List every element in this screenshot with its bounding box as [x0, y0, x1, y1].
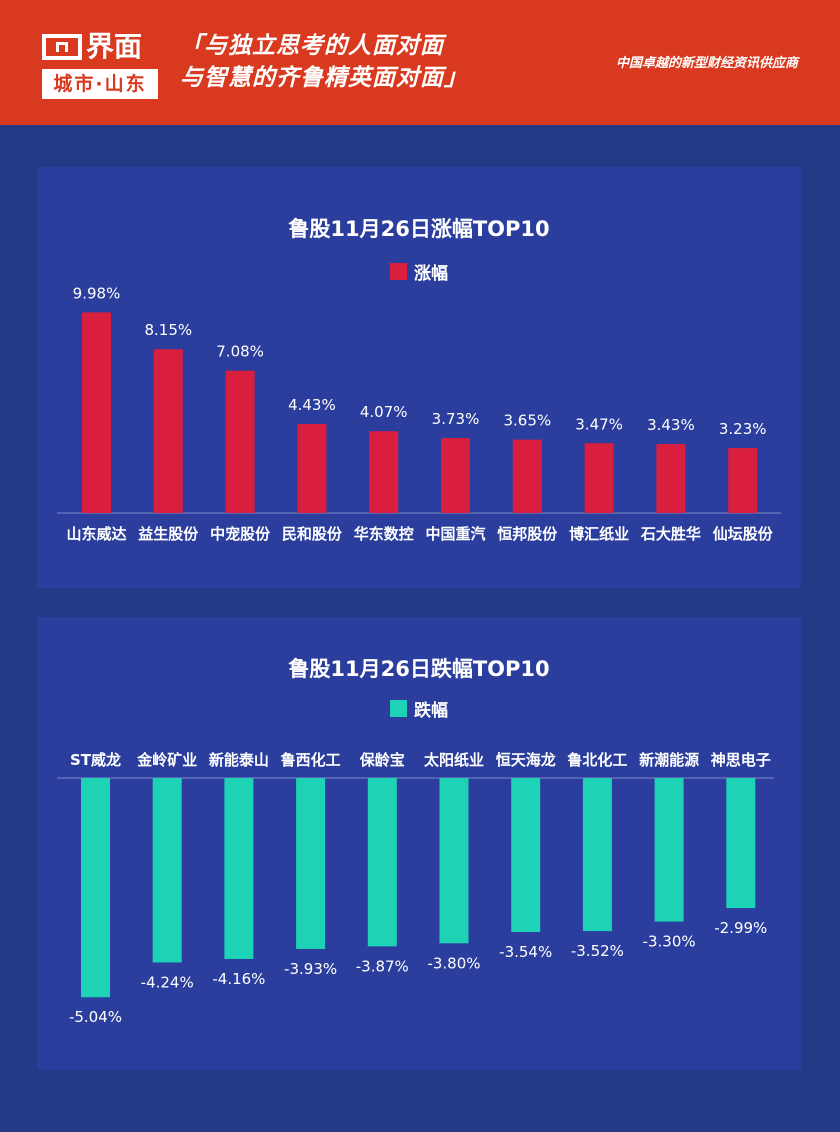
fall-value-label: -3.54% — [499, 943, 552, 961]
fall-chart-svg: -5.04% ST威龙 -4.24% 金岭矿业 -4.16% 新能泰山 -3.93% 鲁西化工… — [57, 751, 774, 1026]
fall-category-label: 鲁西化工 — [281, 751, 341, 769]
rise-value-label: 3.43% — [647, 416, 695, 434]
logo-mark-icon — [42, 34, 82, 60]
tagline: 中国卓越的新型财经资讯供应商 — [615, 56, 798, 71]
fall-value-label: -2.99% — [714, 919, 767, 937]
rise-bar — [369, 431, 399, 513]
fall-value-label: -5.04% — [69, 1008, 122, 1026]
fall-category-label: 太阳纸业 — [424, 751, 484, 769]
logo-text: 界面 — [86, 30, 143, 63]
rise-legend-swatch — [390, 263, 407, 280]
fall-category-label: 鲁北化工 — [567, 751, 627, 769]
fall-bar — [224, 778, 254, 959]
slogan-line-1: 「与独立思考的人面对面 — [180, 33, 444, 59]
rise-chart-svg: 9.98% 山东威达 8.15% 益生股份 7.08% 中宠股份 4.43% 民和股份 4.07… — [57, 284, 781, 543]
slogan-line-2: 与智慧的齐鲁精英面对面」 — [180, 65, 468, 91]
fall-bar — [152, 778, 182, 963]
rise-value-label: 3.65% — [503, 412, 551, 430]
rise-bar — [297, 423, 327, 513]
fall-chart-legend: 跌幅 — [37, 696, 801, 721]
rise-bar — [512, 439, 542, 513]
rise-value-label: 8.15% — [144, 321, 192, 339]
rise-category-label: 恒邦股份 — [497, 525, 558, 543]
header-banner: 界面 城市·山东 「与独立思考的人面对面 与智慧的齐鲁精英面对面」 中国卓越的新… — [0, 0, 840, 125]
rise-category-label: 华东数控 — [354, 525, 414, 543]
rise-bar — [225, 370, 255, 513]
fall-category-label: ST威龙 — [70, 751, 121, 769]
rise-value-label: 3.73% — [432, 410, 480, 428]
rise-category-label: 民和股份 — [282, 525, 343, 543]
rise-chart-legend: 涨幅 — [37, 259, 801, 284]
fall-category-label: 新能泰山 — [209, 751, 269, 769]
rise-value-label: 4.43% — [288, 396, 336, 414]
rise-value-label: 3.23% — [719, 420, 767, 438]
rise-bar — [153, 349, 183, 513]
rise-category-label: 中宠股份 — [210, 525, 271, 543]
fall-value-label: -3.80% — [427, 954, 480, 972]
fall-bar — [296, 778, 326, 949]
fall-category-label: 金岭矿业 — [136, 751, 197, 769]
logo: 界面 城市·山东 — [42, 28, 160, 102]
rise-value-label: 9.98% — [73, 284, 121, 302]
rise-category-label: 益生股份 — [138, 525, 199, 543]
fall-category-label: 保龄宝 — [359, 751, 405, 769]
rise-value-label: 3.47% — [575, 415, 623, 433]
fall-value-label: -3.30% — [643, 933, 696, 951]
rise-category-label: 山东威达 — [66, 525, 126, 543]
fall-category-label: 恒天海龙 — [496, 751, 556, 769]
rise-category-label: 仙坛股份 — [713, 525, 774, 543]
rise-value-label: 4.07% — [360, 403, 408, 421]
fall-value-label: -3.52% — [571, 942, 624, 960]
rise-bar — [728, 448, 758, 513]
fall-category-label: 神思电子 — [711, 751, 771, 769]
rise-category-label: 博汇纸业 — [569, 525, 629, 543]
rise-bar — [656, 444, 686, 513]
fall-bar — [439, 778, 469, 944]
rise-value-label: 7.08% — [216, 343, 264, 361]
fall-value-label: -3.87% — [356, 957, 409, 975]
rise-bar — [82, 312, 111, 513]
fall-bar — [81, 778, 110, 998]
logo-subtitle: 城市·山东 — [42, 69, 158, 99]
fall-value-label: -4.24% — [141, 973, 194, 991]
fall-bar — [511, 778, 541, 932]
fall-bar — [582, 778, 612, 932]
fall-bar — [726, 778, 756, 909]
slogan: 「与独立思考的人面对面 与智慧的齐鲁精英面对面」 — [180, 30, 468, 94]
fall-chart-title: 鲁股11月26日跌幅TOP10 — [288, 657, 550, 681]
rise-bar — [441, 438, 470, 513]
fall-bar — [367, 778, 397, 947]
rise-chart-title: 鲁股11月26日涨幅TOP10 — [288, 217, 550, 241]
fall-bar — [654, 778, 684, 922]
fall-legend-label: 跌幅 — [414, 701, 448, 721]
rise-bar — [584, 443, 614, 513]
rise-category-label: 石大胜华 — [640, 525, 701, 543]
fall-category-label: 新潮能源 — [639, 751, 699, 769]
rise-category-label: 中国重汽 — [425, 525, 485, 543]
fall-chart-panel: 鲁股11月26日跌幅TOP10 跌幅 -5.04% ST威龙 -4.24% 金岭矿业 -… — [37, 617, 801, 1070]
fall-value-label: -3.93% — [284, 960, 337, 978]
fall-legend-swatch — [390, 700, 407, 717]
fall-value-label: -4.16% — [212, 970, 265, 988]
rise-legend-label: 涨幅 — [414, 264, 448, 284]
rise-chart-panel: 鲁股11月26日涨幅TOP10 涨幅 9.98% 山东威达 8.15% 益生股份 7.0… — [37, 167, 801, 588]
